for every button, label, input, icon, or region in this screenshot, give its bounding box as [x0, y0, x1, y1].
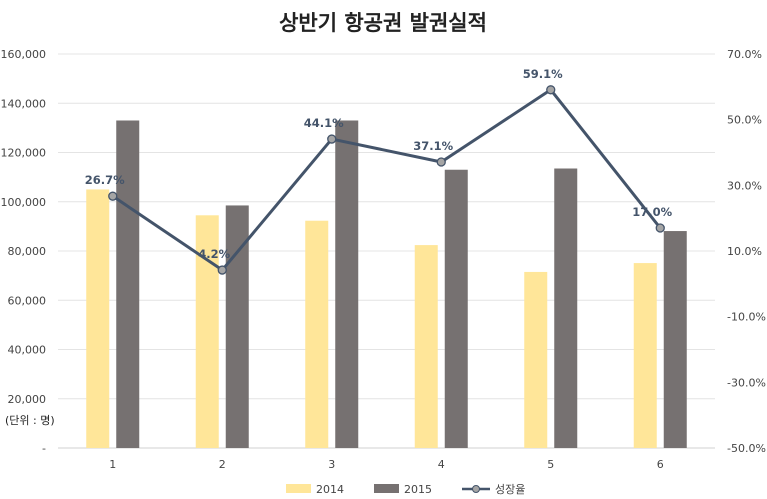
y-left-tick-label: 80,000 — [8, 245, 47, 258]
bar-2014-5 — [524, 271, 548, 448]
growth-point-1 — [108, 191, 118, 201]
bar-2014-1 — [86, 189, 110, 448]
bar-2014-6 — [633, 263, 657, 448]
growth-point-2 — [217, 265, 227, 275]
x-axis: 1 2 3 4 5 6 — [109, 458, 664, 471]
right-axis: -50.0% -30.0% -10.0% 10.0% 30.0% 50.0% 70.0% — [727, 48, 766, 455]
y-left-tick-label: 140,000 — [1, 97, 47, 110]
growth-point-6 — [655, 223, 665, 233]
legend-label-2014: 2014 — [316, 483, 344, 496]
y-left-tick-label: 100,000 — [1, 196, 47, 209]
growth-data-label: 37.1% — [413, 139, 453, 153]
x-tick-label: 1 — [109, 458, 116, 471]
bar-2014-3 — [305, 220, 329, 448]
bar-2015-4 — [444, 169, 468, 449]
bar-2015-6 — [663, 231, 687, 448]
growth-data-label: 44.1% — [304, 116, 344, 130]
growth-line-path — [111, 88, 662, 272]
bar-2015-5 — [554, 168, 578, 448]
growth-data-label: 4.2% — [198, 247, 230, 261]
growth-data-label: 17.0% — [632, 205, 672, 219]
legend-swatch-2014 — [286, 484, 311, 493]
y-right-tick-label: -10.0% — [727, 311, 766, 324]
unit-label: (단위 : 명) — [5, 414, 55, 427]
x-tick-label: 2 — [219, 458, 226, 471]
growth-data-label: 26.7% — [85, 173, 125, 187]
gridlines — [58, 53, 715, 449]
bar-2015-3 — [335, 120, 359, 449]
growth-point-3 — [327, 134, 337, 144]
y-left-tick-label: 160,000 — [1, 48, 47, 61]
growth-line: 26.7% 4.2% 44.1% 37.1% 59.1% 17.0% — [85, 67, 673, 275]
y-right-tick-label: 70.0% — [727, 48, 762, 61]
y-right-tick-label: -30.0% — [727, 376, 766, 389]
bars — [86, 120, 687, 449]
y-right-tick-label: 30.0% — [727, 179, 762, 192]
y-left-tick-label: 20,000 — [8, 393, 47, 406]
x-tick-label: 5 — [547, 458, 554, 471]
legend: 2014 2015 성장율 — [286, 483, 525, 496]
left-axis: - 20,000 40,000 60,000 80,000 100,000 120,000 1… — [1, 48, 47, 455]
y-left-tick-label: - — [42, 442, 46, 455]
x-tick-label: 6 — [657, 458, 664, 471]
bar-2014-2 — [195, 215, 219, 448]
y-right-tick-label: 50.0% — [727, 114, 762, 127]
legend-marker-swatch — [472, 485, 480, 493]
x-tick-label: 4 — [438, 458, 445, 471]
y-right-tick-label: -50.0% — [727, 442, 766, 455]
x-tick-label: 3 — [328, 458, 335, 471]
growth-point-4 — [436, 157, 446, 167]
chart-title: 상반기 항공권 발권실적 — [279, 11, 487, 35]
bar-2015-2 — [225, 205, 249, 448]
legend-swatch-2015 — [374, 484, 399, 493]
bar-2015-1 — [116, 120, 140, 449]
bar-2014-4 — [414, 245, 438, 448]
legend-label-2015: 2015 — [404, 483, 432, 496]
growth-point-5 — [546, 85, 556, 95]
growth-data-label: 59.1% — [523, 67, 563, 81]
y-right-tick-label: 10.0% — [727, 245, 762, 258]
y-left-tick-label: 120,000 — [1, 147, 47, 160]
y-left-tick-label: 40,000 — [8, 344, 47, 357]
legend-label-성장율: 성장율 — [495, 483, 525, 496]
y-left-tick-label: 60,000 — [8, 294, 47, 307]
